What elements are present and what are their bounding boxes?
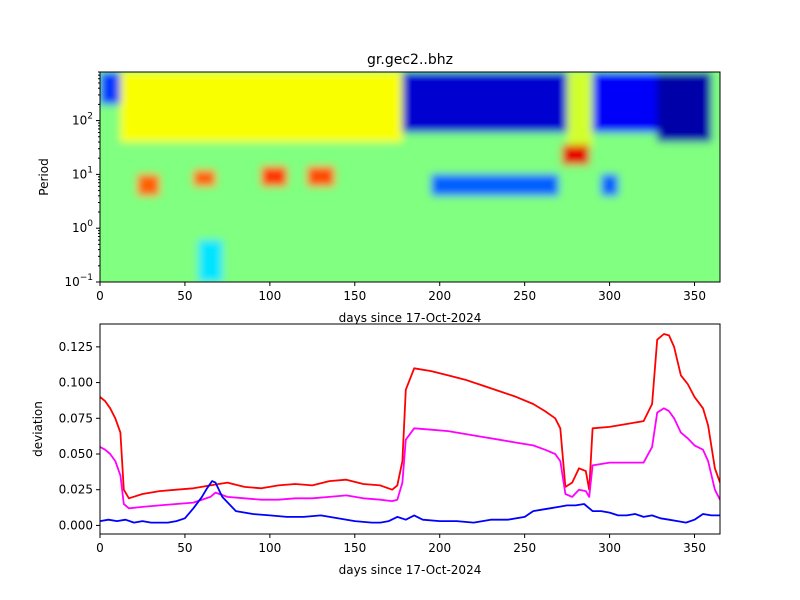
heatmap-title: gr.gec2..bhz bbox=[367, 52, 453, 68]
heatmap-cell bbox=[193, 170, 216, 187]
x-tick-label: 350 bbox=[683, 289, 706, 303]
y-tick-label: 0.000 bbox=[59, 518, 93, 532]
line-series bbox=[100, 333, 720, 524]
y-tick-label: 102 bbox=[72, 112, 93, 128]
heatmap-cell bbox=[431, 174, 559, 196]
line-y-ticks: 0.000 0.025 0.050 0.075 0.100 0.125 bbox=[59, 340, 100, 532]
line-panel: 0 50 100 150 200 250 300 350 0.0000.0250.0500.0… bbox=[31, 323, 721, 577]
x-tick-label: 200 bbox=[428, 541, 451, 555]
heatmap-cell bbox=[601, 174, 619, 196]
series-line-0 bbox=[100, 333, 720, 500]
heatmap-cell bbox=[100, 72, 121, 105]
x-tick-label: 150 bbox=[343, 289, 366, 303]
heatmap-cells bbox=[100, 72, 720, 282]
x-tick-label: 50 bbox=[177, 289, 192, 303]
y-tick-label: 100 bbox=[72, 219, 93, 235]
x-tick-label: 300 bbox=[598, 289, 621, 303]
heatmap-panel: gr.gec2..bhz 0 50 100 150 200 250 300 350 10−11… bbox=[37, 52, 721, 325]
x-tick-label: 100 bbox=[258, 289, 281, 303]
heatmap-cell bbox=[120, 72, 403, 142]
y-tick-label: 0.075 bbox=[59, 411, 93, 425]
y-tick-label: 0.125 bbox=[59, 340, 93, 354]
heatmap-cell bbox=[198, 240, 223, 282]
series-line-2 bbox=[100, 480, 720, 524]
heatmap-cell bbox=[307, 166, 335, 187]
heatmap-cell bbox=[562, 145, 590, 165]
heatmap-cell bbox=[261, 166, 287, 187]
x-tick-label: 250 bbox=[513, 289, 536, 303]
line-y-label: deviation bbox=[31, 401, 45, 457]
x-tick-label: 0 bbox=[96, 289, 104, 303]
x-tick-label: 0 bbox=[96, 541, 104, 555]
line-x-label: days since 17-Oct-2024 bbox=[339, 563, 482, 577]
heatmap-cell bbox=[592, 72, 658, 133]
heatmap-cell bbox=[137, 174, 160, 196]
x-tick-label: 100 bbox=[258, 541, 281, 555]
heatmap-x-label: days since 17-Oct-2024 bbox=[339, 311, 482, 325]
series-line-1 bbox=[100, 407, 720, 510]
x-tick-label: 300 bbox=[598, 541, 621, 555]
heatmap-cell bbox=[567, 72, 593, 149]
x-tick-label: 350 bbox=[683, 541, 706, 555]
x-tick-label: 50 bbox=[177, 541, 192, 555]
line-x-ticks: 0 50 100 150 200 250 300 350 bbox=[96, 534, 706, 555]
heatmap-cell bbox=[402, 72, 568, 133]
x-tick-label: 250 bbox=[513, 541, 536, 555]
heatmap-x-ticks: 0 50 100 150 200 250 300 350 bbox=[96, 282, 706, 303]
x-tick-label: 150 bbox=[343, 541, 366, 555]
heatmap-y-label: Period bbox=[37, 158, 51, 195]
y-tick-label: 0.100 bbox=[59, 376, 93, 390]
x-tick-label: 200 bbox=[428, 289, 451, 303]
y-tick-label: 0.050 bbox=[59, 447, 93, 461]
y-tick-label: 0.025 bbox=[59, 483, 93, 497]
y-tick-label: 10−1 bbox=[64, 273, 93, 289]
heatmap-y-ticks: 10−1 100 101 102 bbox=[64, 71, 100, 289]
heatmap-cell bbox=[657, 72, 712, 142]
y-tick-label: 101 bbox=[72, 165, 93, 181]
line-frame bbox=[99, 323, 721, 535]
